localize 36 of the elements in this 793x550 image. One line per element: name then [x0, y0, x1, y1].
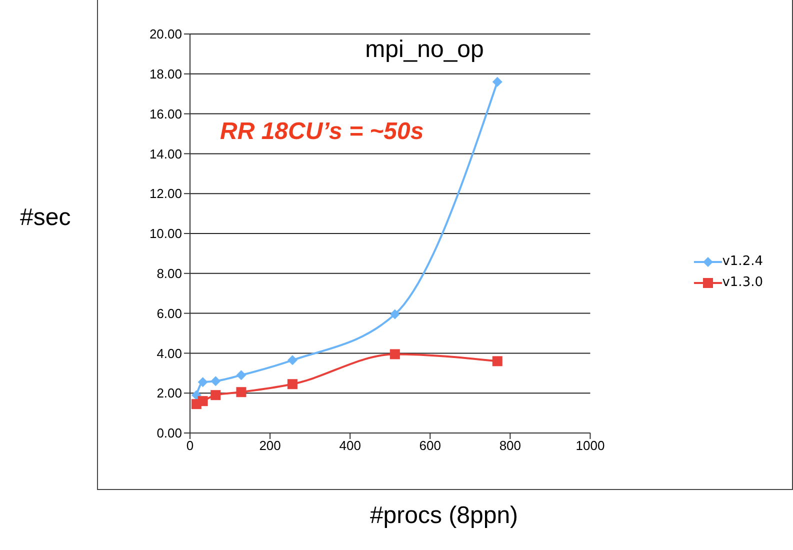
- x-axis-title: #procs (8ppn): [368, 502, 520, 530]
- point: [492, 76, 502, 87]
- point: [191, 390, 202, 400]
- y-tick-label: 4.00: [156, 346, 182, 361]
- point: [390, 349, 400, 360]
- y-tick-label: 8.00: [156, 266, 182, 282]
- chart-title: mpi_no_op: [364, 36, 485, 64]
- point: [236, 387, 246, 398]
- y-tick-label: 12.00: [149, 186, 182, 202]
- x-tick-label: 400: [339, 438, 361, 454]
- x-tick-label: 200: [259, 438, 281, 454]
- y-tick-label: 6.00: [156, 306, 182, 321]
- x-tick-label: 600: [419, 438, 441, 454]
- y-tick-label: 14.00: [149, 146, 182, 162]
- point: [287, 379, 298, 390]
- x-tick-label: 1000: [576, 438, 605, 454]
- legend-label: v1.2.4: [722, 254, 763, 269]
- point: [198, 377, 208, 388]
- y-tick-label: 20.00: [149, 26, 182, 42]
- point: [492, 356, 502, 366]
- point: [198, 396, 208, 406]
- y-tick-label: 10.00: [149, 226, 182, 242]
- y-axis-title: #sec: [20, 204, 71, 232]
- point: [287, 355, 298, 366]
- point: [236, 370, 246, 380]
- point: [390, 309, 400, 320]
- y-tick-label: 2.00: [156, 386, 182, 401]
- y-tick-label: 0.00: [156, 426, 182, 441]
- legend-label: v1.3.0: [722, 275, 763, 290]
- y-tick-label: 16.00: [149, 106, 182, 122]
- x-tick-label: 800: [499, 438, 522, 454]
- point: [210, 390, 221, 400]
- point: [210, 376, 221, 386]
- y-tick-label: 18.00: [149, 66, 182, 82]
- annotation: RR 18CU’s = ~50s: [220, 118, 424, 146]
- x-tick-label: 0: [186, 438, 194, 454]
